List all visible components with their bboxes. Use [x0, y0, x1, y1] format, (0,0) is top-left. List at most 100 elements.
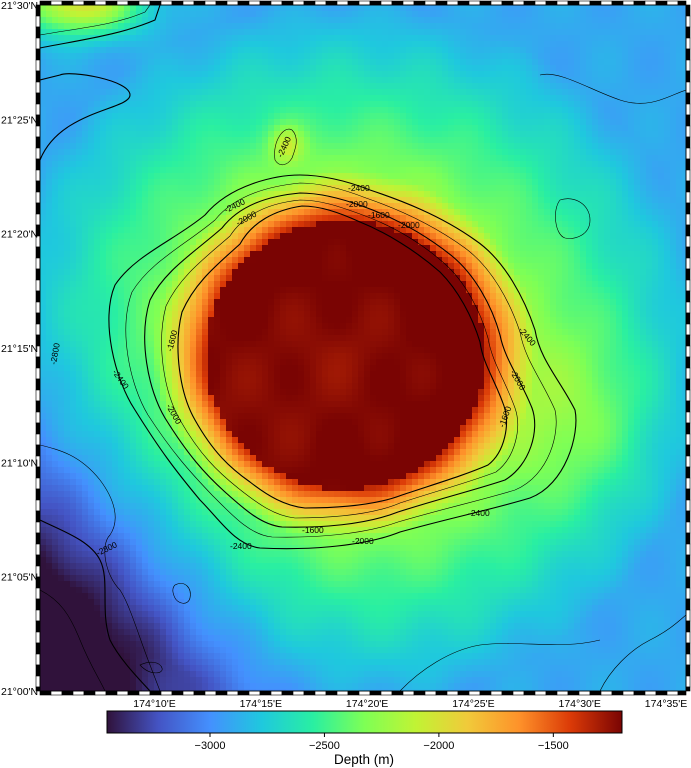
depth-cell [412, 131, 419, 138]
depth-cell [256, 215, 263, 222]
depth-cell [202, 95, 209, 102]
depth-cell [436, 251, 443, 258]
depth-cell [682, 53, 686, 60]
depth-cell [496, 41, 503, 48]
depth-cell [472, 29, 479, 36]
depth-cell [538, 53, 545, 60]
depth-cell [160, 47, 167, 54]
depth-cell [268, 35, 275, 42]
depth-cell [88, 233, 95, 240]
depth-cell [334, 23, 341, 30]
depth-cell [52, 197, 59, 204]
depth-cell [196, 95, 203, 102]
depth-cell [214, 227, 221, 234]
depth-cell [610, 143, 617, 150]
depth-cell [226, 173, 233, 180]
depth-cell [178, 275, 185, 282]
depth-cell [58, 131, 65, 138]
depth-cell [274, 167, 281, 174]
depth-cell [154, 119, 161, 126]
depth-cell [286, 209, 293, 216]
depth-cell [280, 209, 287, 216]
depth-cell [628, 83, 635, 90]
depth-cell [94, 59, 101, 66]
depth-cell [448, 89, 455, 96]
depth-cell [502, 149, 509, 156]
depth-cell [124, 179, 131, 186]
depth-cell [556, 5, 563, 12]
depth-cell [586, 35, 593, 42]
depth-cell [448, 257, 455, 264]
depth-cell [286, 53, 293, 60]
depth-cell [616, 179, 623, 186]
depth-cell [352, 173, 359, 180]
depth-cell [394, 59, 401, 66]
depth-cell [172, 107, 179, 114]
depth-cell [358, 11, 365, 18]
depth-cell [682, 89, 686, 96]
depth-cell [226, 149, 233, 156]
depth-cell [316, 251, 323, 258]
depth-cell [154, 221, 161, 228]
depth-cell [454, 35, 461, 42]
depth-cell [388, 125, 395, 132]
depth-cell [496, 143, 503, 150]
depth-cell [580, 23, 587, 30]
depth-cell [466, 161, 473, 168]
depth-cell [292, 119, 299, 126]
depth-cell [496, 89, 503, 96]
depth-cell [466, 203, 473, 210]
depth-cell [100, 173, 107, 180]
depth-cell [358, 257, 365, 264]
depth-cell [364, 251, 371, 258]
depth-cell [184, 107, 191, 114]
depth-cell [274, 11, 281, 18]
depth-cell [208, 173, 215, 180]
depth-cell [46, 17, 53, 24]
depth-cell [394, 257, 401, 264]
depth-cell [370, 59, 377, 66]
depth-cell [100, 143, 107, 150]
depth-cell [370, 29, 377, 36]
depth-cell [328, 71, 335, 78]
depth-cell [400, 89, 407, 96]
depth-cell [664, 155, 671, 162]
depth-cell [532, 137, 539, 144]
depth-cell [496, 197, 503, 204]
depth-cell [466, 95, 473, 102]
depth-cell [232, 53, 239, 60]
depth-cell [94, 119, 101, 126]
depth-cell [670, 161, 677, 168]
depth-cell [316, 77, 323, 84]
depth-cell [334, 125, 341, 132]
depth-cell [220, 65, 227, 72]
depth-cell [382, 113, 389, 120]
depth-cell [538, 89, 545, 96]
depth-cell [262, 275, 269, 282]
depth-cell [148, 35, 155, 42]
depth-cell [112, 269, 119, 276]
depth-cell [40, 83, 47, 90]
depth-cell [106, 101, 113, 108]
depth-cell [310, 269, 317, 276]
depth-cell [286, 113, 293, 120]
depth-cell [370, 233, 377, 240]
depth-cell [154, 251, 161, 258]
depth-cell [40, 239, 47, 246]
depth-cell [232, 173, 239, 180]
depth-cell [250, 257, 257, 264]
depth-cell [130, 185, 137, 192]
depth-cell [340, 275, 347, 282]
depth-cell [88, 77, 95, 84]
depth-cell [502, 155, 509, 162]
depth-cell [556, 227, 563, 234]
depth-cell [154, 185, 161, 192]
depth-cell [112, 191, 119, 198]
depth-cell [634, 161, 641, 168]
depth-cell [556, 29, 563, 36]
depth-cell [598, 125, 605, 132]
depth-cell [52, 53, 59, 60]
depth-cell [556, 143, 563, 150]
depth-cell [646, 29, 653, 36]
depth-cell [112, 257, 119, 264]
